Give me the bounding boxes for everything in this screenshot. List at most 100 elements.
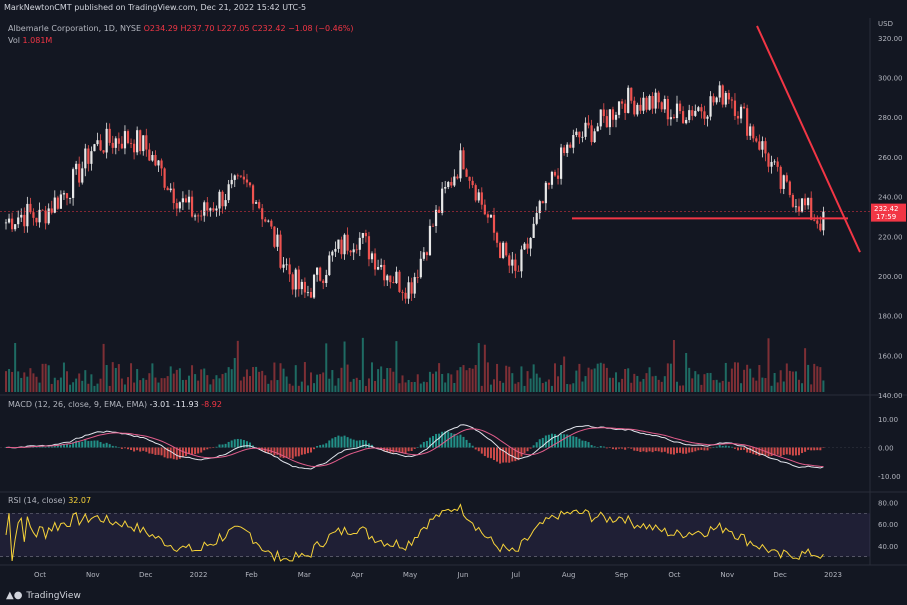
candle-body (206, 202, 209, 211)
candle-body (797, 206, 801, 212)
candle-body (129, 143, 133, 144)
candle-body (373, 253, 377, 270)
candle-body (395, 271, 398, 284)
volume-bar (511, 373, 514, 392)
candle-body (87, 148, 90, 164)
volume-bar (172, 373, 175, 392)
volume-bar (398, 383, 401, 392)
candle-body (804, 198, 807, 206)
candle-body (492, 214, 496, 233)
candle-body (526, 243, 529, 249)
tradingview-logo[interactable]: ▲● TradingView (6, 590, 81, 601)
last-price-text: 232.42 (874, 205, 899, 213)
candle-body (669, 117, 672, 120)
macd-value-3: -8.92 (201, 400, 222, 409)
volume-bar (639, 381, 642, 392)
macd-hist-bar (608, 447, 611, 448)
candle-body (270, 220, 273, 227)
volume-bar (224, 372, 227, 392)
macd-hist-bar (114, 446, 117, 448)
volume-bar (602, 363, 605, 392)
candle-body (700, 107, 703, 112)
macd-hist-bar (709, 447, 712, 449)
macd-hist-bar (569, 435, 572, 448)
macd-hist-bar (486, 447, 489, 458)
volume-bar (142, 378, 145, 392)
candle-body (624, 103, 627, 113)
macd-value-1: -3.01 (149, 400, 171, 409)
candle-body (553, 171, 557, 176)
volume-bar (367, 378, 370, 392)
macd-hist-bar (581, 440, 584, 448)
price-tick: 300.00 (878, 75, 903, 83)
candle-body (800, 198, 804, 212)
volume-bar (212, 379, 215, 392)
volume-bar (50, 383, 53, 392)
candle-body (456, 176, 459, 179)
candle-body (471, 180, 474, 186)
candle-body (499, 242, 502, 258)
volume-bar (416, 374, 419, 392)
macd-hist-bar (209, 447, 212, 449)
macd-hist-bar (593, 446, 596, 448)
candle-body (386, 275, 389, 281)
macd-hist-bar (364, 440, 367, 448)
candle-body (523, 243, 526, 250)
volume-bar (724, 362, 727, 392)
macd-hist-bar (130, 447, 133, 451)
candle-body (502, 242, 505, 258)
candle-body (633, 100, 636, 115)
macd-hist-bar (154, 447, 157, 455)
macd-hist-bar (270, 447, 273, 454)
macd-hist-bar (236, 438, 239, 448)
volume-bar (215, 375, 218, 392)
macd-hist-bar (737, 447, 739, 451)
macd-hist-bar (142, 447, 145, 451)
candle-body (767, 153, 770, 167)
volume-bar (169, 366, 172, 392)
macd-hist-bar (651, 447, 654, 453)
rsi-label: RSI (14, close) (8, 496, 66, 505)
macd-hist-bar (517, 447, 520, 461)
candle-body (621, 101, 624, 104)
time-tick: 2022 (190, 571, 208, 579)
volume-bar (746, 364, 749, 392)
volume-bar (697, 374, 700, 392)
volume-bar (78, 373, 81, 392)
macd-hist-bar (194, 447, 197, 455)
macd-hist-bar (566, 434, 569, 448)
macd-hist-bar (322, 444, 325, 448)
macd-hist-bar (157, 447, 160, 455)
candle-body (157, 160, 160, 166)
volume-bar (657, 379, 660, 392)
candle-body (148, 149, 151, 161)
macd-hist-bar (813, 447, 816, 451)
candle-body (328, 255, 331, 276)
volume-bar (81, 380, 84, 392)
volume-bar (465, 370, 468, 392)
macd-hist-bar (69, 444, 72, 448)
volume-bar (669, 363, 672, 392)
volume-bar (209, 384, 212, 392)
candle-body (209, 208, 212, 211)
macd-hist-bar (367, 443, 370, 448)
candle-body (306, 291, 310, 293)
volume-bar (291, 385, 294, 392)
macd-hist-bar (230, 440, 233, 448)
volume-bar (105, 365, 108, 392)
macd-hist-bar (78, 441, 81, 448)
candle-body (172, 188, 175, 204)
macd-hist-bar (56, 445, 59, 448)
macd-hist-bar (303, 447, 306, 455)
macd-hist-bar (535, 442, 538, 448)
volume-bar (242, 376, 245, 392)
volume-bar (733, 362, 736, 392)
macd-hist-bar (538, 439, 541, 448)
volume-bar (575, 370, 578, 392)
macd-hist-bar (188, 447, 190, 455)
volume-bar (44, 363, 47, 392)
macd-hist-bar (160, 447, 163, 456)
volume-bar (666, 363, 669, 392)
volume-bar (587, 367, 590, 392)
